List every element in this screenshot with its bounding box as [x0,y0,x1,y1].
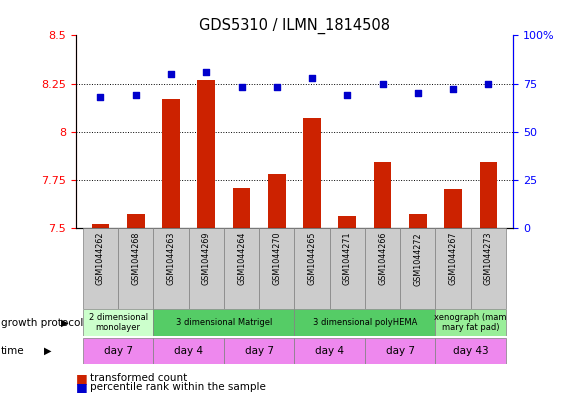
Text: GSM1044270: GSM1044270 [272,232,281,285]
Bar [162,99,180,228]
Bar [224,228,259,309]
Text: GSM1044268: GSM1044268 [131,232,141,285]
Text: day 4: day 4 [315,346,344,356]
Bar [470,228,506,309]
Bar [400,228,436,309]
Bar [92,224,109,228]
Bar [436,309,506,336]
Point [272,84,282,90]
Text: GSM1044269: GSM1044269 [202,232,211,285]
Bar [436,228,470,309]
Text: ▶: ▶ [44,346,51,356]
Point [343,92,352,98]
Point [237,84,246,90]
Text: ■: ■ [76,372,87,385]
Text: day 7: day 7 [104,346,132,356]
Text: time: time [1,346,25,356]
Point [378,80,387,86]
Point [131,92,141,98]
Text: GSM1044267: GSM1044267 [448,232,458,285]
Bar [268,174,286,228]
Bar [83,338,153,364]
Text: 3 dimensional polyHEMA: 3 dimensional polyHEMA [312,318,417,327]
Text: GSM1044265: GSM1044265 [308,232,317,285]
Bar [118,228,153,309]
Bar [444,189,462,228]
Bar [329,228,365,309]
Bar [365,338,436,364]
Bar [409,215,427,228]
Bar [83,228,118,309]
Bar [294,338,365,364]
Point [484,80,493,86]
Text: GSM1044272: GSM1044272 [413,232,422,286]
Text: GSM1044264: GSM1044264 [237,232,246,285]
Bar [374,162,391,228]
Bar [153,338,224,364]
Point [413,90,423,96]
Bar [83,309,153,336]
Text: ■: ■ [76,380,87,393]
Text: day 4: day 4 [174,346,203,356]
Bar [224,338,294,364]
Bar [294,309,436,336]
Text: transformed count: transformed count [90,373,188,384]
Point [166,71,175,77]
Bar [365,228,400,309]
Bar [303,118,321,228]
Text: GSM1044266: GSM1044266 [378,232,387,285]
Text: 3 dimensional Matrigel: 3 dimensional Matrigel [175,318,272,327]
Text: day 43: day 43 [453,346,489,356]
Bar [233,187,250,228]
Point [202,69,211,75]
Text: 2 dimensional
monolayer: 2 dimensional monolayer [89,313,147,332]
Bar [153,309,294,336]
Text: ▶: ▶ [61,318,69,328]
Text: GSM1044263: GSM1044263 [167,232,175,285]
Text: xenograph (mam
mary fat pad): xenograph (mam mary fat pad) [434,313,507,332]
Point [96,94,105,100]
Bar [153,228,189,309]
Text: GSM1044273: GSM1044273 [484,232,493,285]
Bar [198,80,215,228]
Text: growth protocol: growth protocol [1,318,83,328]
Point [448,86,458,92]
Text: percentile rank within the sample: percentile rank within the sample [90,382,266,392]
Bar [339,217,356,228]
Point [307,75,317,81]
Bar [259,228,294,309]
Bar [480,162,497,228]
Bar [127,215,145,228]
Text: GSM1044262: GSM1044262 [96,232,105,285]
Title: GDS5310 / ILMN_1814508: GDS5310 / ILMN_1814508 [199,18,390,34]
Bar [189,228,224,309]
Text: day 7: day 7 [386,346,415,356]
Bar [436,338,506,364]
Text: GSM1044271: GSM1044271 [343,232,352,285]
Text: day 7: day 7 [245,346,273,356]
Bar [294,228,329,309]
